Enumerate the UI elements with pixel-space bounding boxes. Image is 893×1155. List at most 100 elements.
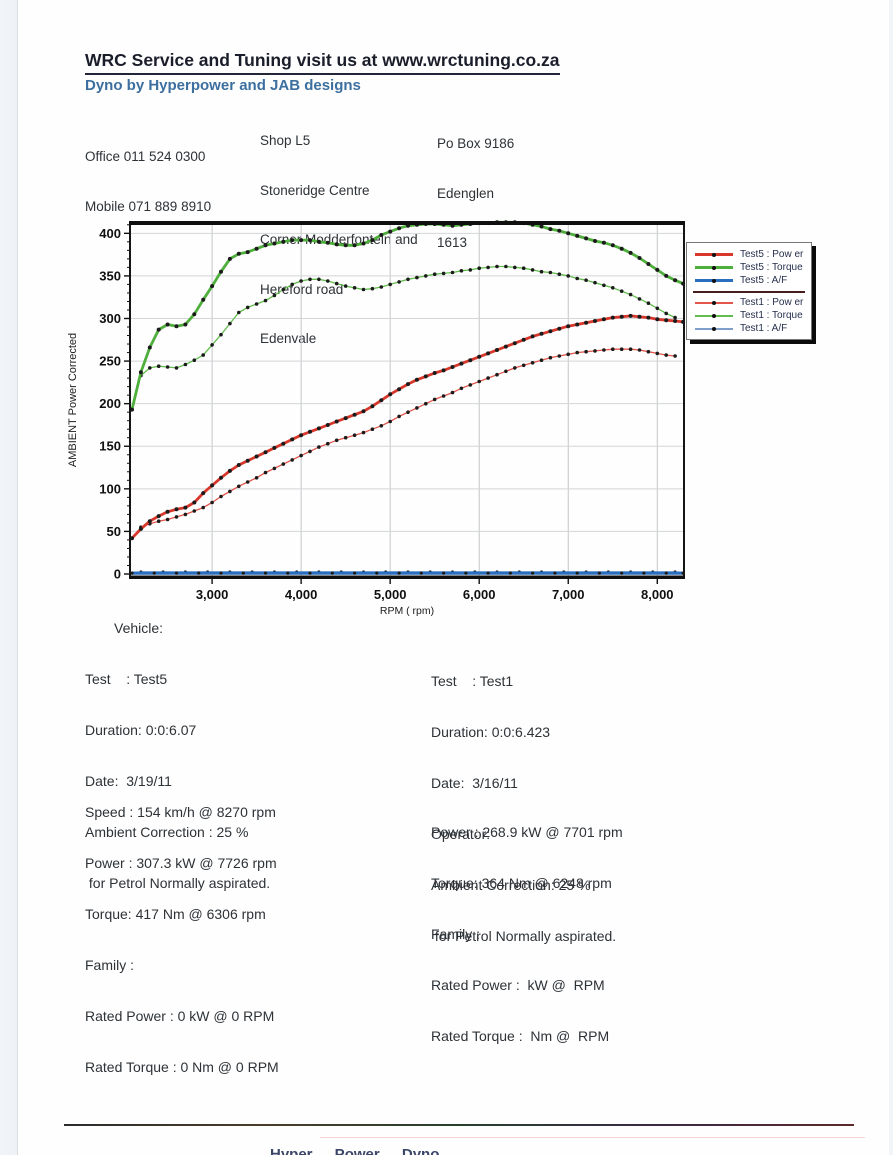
y-tick-label: 200 (99, 396, 121, 411)
data-point (611, 347, 615, 351)
x-tick-label: 4,000 (285, 587, 318, 602)
data-point (183, 512, 188, 517)
data-point (504, 369, 508, 374)
data-point (406, 382, 410, 387)
legend-dot-icon (712, 265, 716, 270)
data-point (557, 272, 562, 276)
data-point (548, 270, 553, 275)
data-point (557, 354, 562, 358)
data-point (584, 349, 588, 354)
data-point (628, 292, 633, 297)
test1-info-block: Test : Test1 Duration: 0:0:6.423 Date: 3… (431, 639, 616, 979)
data-point (441, 368, 446, 373)
data-point (245, 458, 250, 463)
rated-torque-line: Rated Torque : Nm @ RPM (431, 1028, 610, 1044)
data-point (419, 571, 423, 575)
data-point (192, 358, 197, 362)
data-point (646, 262, 651, 266)
data-point (174, 571, 179, 575)
data-point (343, 284, 348, 288)
data-point (272, 241, 277, 246)
data-point (468, 383, 473, 387)
data-point (397, 414, 401, 419)
data-point (388, 419, 393, 424)
data-point (646, 301, 651, 305)
legend-line-icon (695, 313, 733, 318)
data-point (557, 326, 562, 331)
data-point (611, 286, 615, 290)
data-point (664, 353, 668, 357)
scan-artifact-line (320, 1137, 865, 1138)
data-point (326, 441, 330, 446)
data-point (486, 571, 490, 575)
data-point (281, 239, 286, 244)
torque-stat-line: Torque: 364 Nm @ 6248 rpm (431, 875, 612, 891)
data-point (379, 398, 384, 403)
report-title: WRC Service and Tuning visit us at www.w… (85, 50, 560, 75)
data-point (601, 317, 606, 322)
data-point (441, 394, 446, 398)
legend-divider (693, 291, 805, 293)
data-point (530, 268, 535, 272)
data-point (272, 466, 277, 471)
data-point (415, 406, 419, 410)
data-point (201, 297, 206, 302)
data-point (459, 386, 464, 391)
data-point (147, 345, 152, 350)
data-point (308, 277, 312, 282)
data-point (619, 314, 624, 319)
data-point (308, 449, 312, 454)
data-point (210, 284, 215, 289)
data-point (441, 271, 446, 276)
legend-item: Test1 : Torque (691, 309, 807, 322)
report-subtitle: Dyno by Hyperpower and JAB designs (85, 77, 361, 94)
legend-dot-icon (712, 252, 716, 257)
data-point (424, 274, 428, 278)
data-point (370, 427, 375, 431)
data-point (597, 571, 602, 575)
date-line: Date: 3/19/11 (85, 773, 172, 789)
data-point (192, 509, 197, 513)
data-point (183, 505, 188, 510)
data-point (352, 243, 357, 248)
office-phone-line: Office 011 524 0300 (85, 149, 206, 164)
data-point (504, 264, 508, 269)
data-point (272, 293, 277, 298)
data-point (361, 241, 366, 246)
data-point (219, 269, 223, 274)
fuel-type-line: for Petrol Normally aspirated. (85, 875, 271, 891)
data-point (584, 278, 588, 282)
data-point (241, 571, 245, 575)
legend-item-label: Test1 : Torque (740, 310, 803, 321)
data-point (432, 272, 437, 276)
data-point (361, 430, 366, 435)
legend-line-icon (695, 326, 733, 331)
legend-item-label: Test5 : Pow er (740, 249, 804, 260)
address-line: Po Box 9186 (437, 136, 515, 151)
data-point (370, 238, 375, 243)
data-point (450, 390, 455, 395)
data-point (539, 358, 544, 362)
data-point (495, 348, 499, 352)
data-point (620, 571, 624, 575)
data-point (317, 277, 321, 282)
data-point (201, 505, 205, 510)
data-point (227, 468, 232, 473)
x-tick-label: 3,000 (196, 587, 229, 602)
data-point (245, 305, 250, 310)
torque-stat-line: Torque: 417 Nm @ 6306 rpm (85, 906, 266, 922)
dyno-chart-plot: 0 50 100 150 200 250 300 350 400 3,000 4,000 5,000 6… (67, 220, 686, 617)
x-axis-label: RPM ( rpm) (380, 605, 434, 617)
data-point (299, 453, 303, 458)
data-point (477, 354, 482, 359)
data-point (468, 268, 473, 272)
data-point (566, 274, 570, 278)
data-point (290, 437, 295, 442)
data-point (673, 278, 678, 283)
y-tick-label: 100 (99, 481, 121, 496)
data-point (601, 240, 606, 245)
data-point (602, 283, 606, 288)
data-point (152, 571, 156, 575)
data-point (219, 494, 223, 499)
data-point (513, 366, 517, 370)
